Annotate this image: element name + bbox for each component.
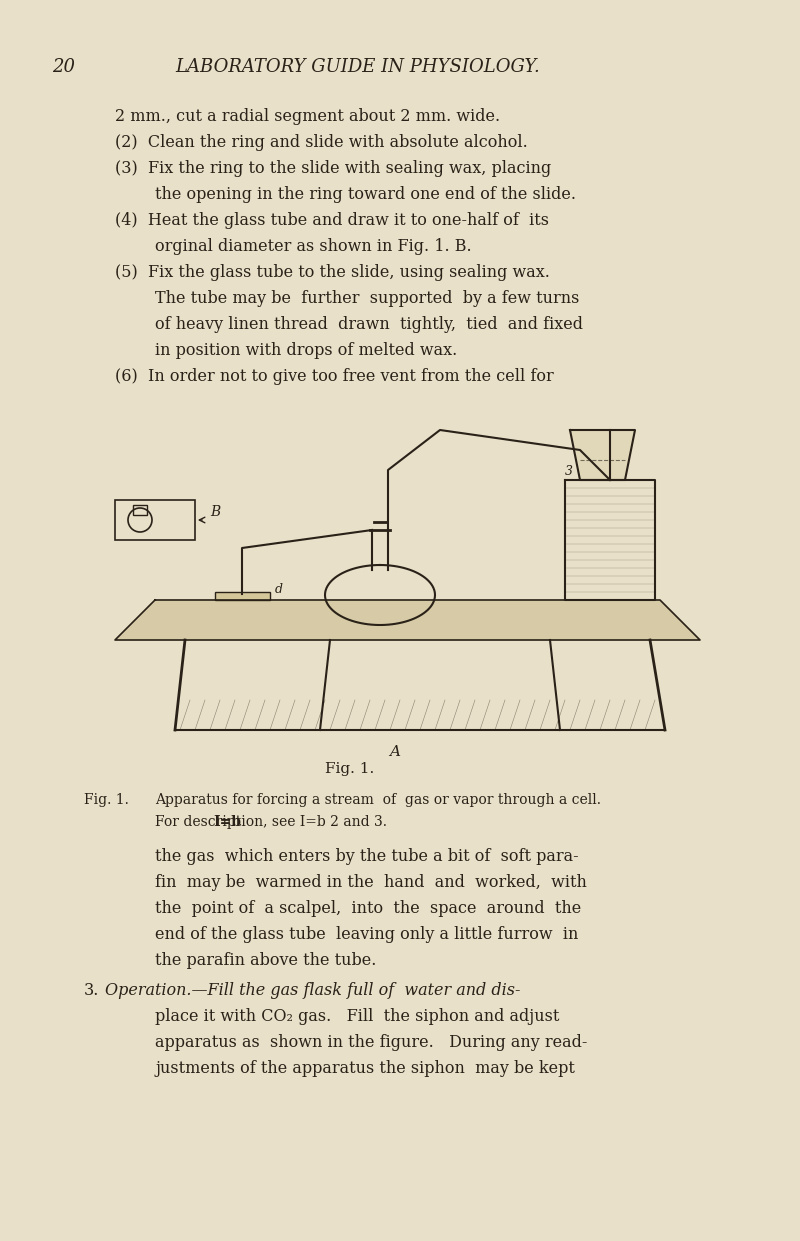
Text: A: A bbox=[390, 745, 401, 759]
Text: in position with drops of melted wax.: in position with drops of melted wax. bbox=[155, 343, 458, 359]
Text: (2)  Clean the ring and slide with absolute alcohol.: (2) Clean the ring and slide with absolu… bbox=[115, 134, 528, 151]
Text: the gas  which enters by the tube a bit of  soft para-: the gas which enters by the tube a bit o… bbox=[155, 848, 578, 865]
Bar bbox=[115, 500, 195, 540]
Text: 3.: 3. bbox=[84, 982, 99, 999]
Text: 20: 20 bbox=[52, 58, 75, 76]
Text: The tube may be  further  supported  by a few turns: The tube may be further supported by a f… bbox=[155, 290, 579, 307]
Text: end of the glass tube  leaving only a little furrow  in: end of the glass tube leaving only a lit… bbox=[155, 926, 578, 943]
Text: LABORATORY GUIDE IN PHYSIOLOGY.: LABORATORY GUIDE IN PHYSIOLOGY. bbox=[175, 58, 540, 76]
Text: place it with CO₂ gas.   Fill  the siphon and adjust: place it with CO₂ gas. Fill the siphon a… bbox=[155, 1008, 559, 1025]
Polygon shape bbox=[115, 599, 700, 640]
Text: Apparatus for forcing a stream  of  gas or vapor through a cell.: Apparatus for forcing a stream of gas or… bbox=[155, 793, 601, 807]
Text: Fig. 1.: Fig. 1. bbox=[84, 793, 129, 807]
Text: (3)  Fix the ring to the slide with sealing wax, placing: (3) Fix the ring to the slide with seali… bbox=[115, 160, 551, 177]
Text: (6)  In order not to give too free vent from the cell for: (6) In order not to give too free vent f… bbox=[115, 369, 554, 385]
Polygon shape bbox=[570, 429, 635, 480]
Text: d: d bbox=[275, 583, 283, 596]
Text: fin  may be  warmed in the  hand  and  worked,  with: fin may be warmed in the hand and worked… bbox=[155, 874, 587, 891]
Text: For description, see I=b 2 and 3.: For description, see I=b 2 and 3. bbox=[155, 815, 387, 829]
Text: I=b: I=b bbox=[213, 815, 241, 829]
Text: 3: 3 bbox=[565, 465, 573, 478]
Text: apparatus as  shown in the figure.   During any read-: apparatus as shown in the figure. During… bbox=[155, 1034, 587, 1051]
Text: B: B bbox=[210, 505, 220, 519]
Text: (4)  Heat the glass tube and draw it to one-half of  its: (4) Heat the glass tube and draw it to o… bbox=[115, 212, 549, 230]
Text: (5)  Fix the glass tube to the slide, using sealing wax.: (5) Fix the glass tube to the slide, usi… bbox=[115, 264, 550, 280]
Text: the parafin above the tube.: the parafin above the tube. bbox=[155, 952, 376, 969]
Text: justments of the apparatus the siphon  may be kept: justments of the apparatus the siphon ma… bbox=[155, 1060, 575, 1077]
Text: Operation.—Fill the gas flask full of  water and dis-: Operation.—Fill the gas flask full of wa… bbox=[105, 982, 520, 999]
Text: the opening in the ring toward one end of the slide.: the opening in the ring toward one end o… bbox=[155, 186, 576, 204]
Text: orginal diameter as shown in Fig. 1. B.: orginal diameter as shown in Fig. 1. B. bbox=[155, 238, 472, 254]
Bar bbox=[133, 505, 147, 515]
Text: the  point of  a scalpel,  into  the  space  around  the: the point of a scalpel, into the space a… bbox=[155, 900, 582, 917]
Bar bbox=[215, 592, 270, 599]
Text: 2 mm., cut a radial segment about 2 mm. wide.: 2 mm., cut a radial segment about 2 mm. … bbox=[115, 108, 500, 125]
Text: of heavy linen thread  drawn  tightly,  tied  and fixed: of heavy linen thread drawn tightly, tie… bbox=[155, 316, 583, 333]
Text: Fig. 1.: Fig. 1. bbox=[326, 762, 374, 776]
